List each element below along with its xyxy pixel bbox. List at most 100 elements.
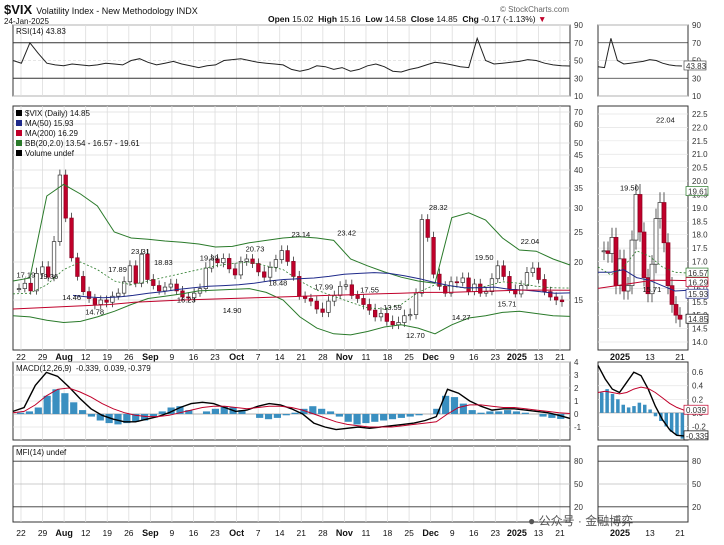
candle-body	[320, 308, 325, 313]
zoom-x-tick-label: 21	[675, 528, 685, 538]
x-tick-label: 12	[81, 352, 91, 362]
zoom-x-tick-label: 2025	[610, 352, 630, 362]
x-tick-label: Sep	[142, 352, 159, 362]
candle-body	[478, 283, 483, 294]
macd-y-tick: 0	[574, 410, 579, 419]
x-tick-label: 9	[450, 352, 455, 362]
x-tick-label: 2025	[507, 528, 527, 538]
candle-body	[244, 258, 249, 262]
candle-body	[40, 266, 45, 274]
candle-body	[361, 298, 366, 305]
zoom-price-y-tick: 21.0	[692, 150, 708, 159]
macd-histogram-bar	[415, 414, 423, 416]
zoom-candle-body	[661, 202, 667, 244]
macd-histogram-bar	[132, 414, 140, 422]
high-value: 15.16	[339, 14, 361, 24]
zoom-macd-histogram-bar	[648, 409, 652, 413]
price-annotation: 16.23	[177, 296, 196, 305]
footer-watermark: ● 公众号 · 金融博弈	[528, 514, 634, 528]
x-tick-label: 7	[256, 528, 261, 538]
x-tick-label: 21	[297, 528, 307, 538]
zoom-candle-body	[609, 237, 615, 254]
macd-histogram-bar	[114, 414, 122, 425]
candle-body	[46, 266, 51, 278]
candle-body	[355, 295, 360, 299]
legend-swatch	[16, 110, 22, 116]
zoom-price-y-tick: 22.0	[692, 123, 708, 132]
macd-histogram-bar	[442, 395, 450, 414]
macd-histogram-bar	[380, 414, 388, 421]
zoom-candle-body	[601, 250, 607, 253]
candle-body	[256, 263, 261, 273]
macd-histogram-bar	[477, 412, 485, 414]
x-tick-label: 22	[16, 528, 26, 538]
candle-body	[554, 296, 559, 301]
macd-y-tick: 4	[574, 358, 579, 367]
price-annotation: 28.32	[429, 203, 448, 212]
candle-body	[559, 299, 565, 303]
candle-body	[483, 291, 489, 294]
macd-histogram-bar	[371, 414, 379, 422]
x-tick-label: 22	[16, 352, 26, 362]
x-tick-label: 7	[256, 352, 261, 362]
macd-y-tick: -1	[574, 423, 582, 432]
zoom-macd-y-tick: 0.4	[692, 382, 704, 391]
macd-signal-value: 0.039,	[104, 364, 126, 373]
mfi-y-tick: 80	[574, 457, 583, 466]
macd-histogram-bar	[273, 414, 281, 418]
zoom-x-tick-label: 21	[675, 352, 685, 362]
chart-title: $VIX Volatility Index - New Methodology I…	[4, 2, 198, 17]
price-legend-item: Volume undef	[25, 149, 75, 158]
x-tick-label: 14	[275, 352, 285, 362]
macd-histogram-bar	[52, 389, 60, 414]
candle-body	[378, 313, 384, 318]
macd-histogram-bar	[486, 411, 494, 414]
macd-histogram-bar	[43, 395, 51, 414]
candle-body	[431, 237, 436, 275]
panel-frame	[12, 105, 571, 351]
chg-value: -0.17 (-1.13%)	[481, 14, 536, 24]
zoom-rsi-y-tick: 30	[692, 74, 701, 83]
candle-body	[367, 304, 372, 311]
candle-body	[454, 281, 460, 284]
price-legend-item: BB(20,2.0) 13.54 - 16.57 - 19.61	[25, 139, 140, 148]
x-tick-label: 9	[450, 528, 455, 538]
macd-histogram-bar	[176, 406, 184, 414]
price-y-tick: 70	[574, 108, 583, 117]
macd-hist-value: -0.379	[128, 364, 151, 373]
zoom-macd-histogram-bar	[621, 404, 625, 413]
candle-body	[145, 253, 150, 280]
x-tick-label: 16	[189, 352, 199, 362]
zoom-candle-body	[665, 242, 671, 287]
zoom-macd-y-tick: 0.2	[692, 395, 704, 404]
rsi-y-tick: 50	[574, 57, 583, 66]
price-annotation: 17.89	[108, 265, 127, 274]
candle-body	[22, 282, 27, 289]
macd-y-tick: 3	[574, 371, 579, 380]
zoom-panel-frame	[597, 361, 689, 441]
candle-body	[34, 273, 39, 292]
x-tick-label: Dec	[422, 528, 439, 538]
zoom-price-annotation: 19.50	[620, 183, 639, 192]
zoom-candle-body	[625, 285, 631, 292]
macd-histogram-bar	[149, 414, 158, 417]
zoom-candle-body	[673, 304, 679, 316]
zoom-rsi-y-tick: 10	[692, 92, 701, 101]
price-annotation: 12.70	[406, 331, 425, 340]
x-tick-label: 13	[534, 528, 544, 538]
zoom-candle-body	[669, 285, 675, 305]
candle-body	[273, 259, 279, 268]
zoom-price-y-tick: 15.5	[692, 298, 708, 307]
macd-histogram-bar	[238, 410, 246, 414]
candle-body	[408, 314, 413, 317]
x-tick-label: 12	[81, 528, 91, 538]
candle-body	[396, 322, 401, 326]
zoom-price-y-tick: 22.5	[692, 110, 708, 119]
macd-histogram-bar	[87, 414, 96, 417]
candle-body	[238, 261, 243, 276]
zoom-macd-histogram-bar	[600, 392, 604, 413]
macd-histogram-bar	[264, 414, 273, 420]
x-tick-label: Oct	[229, 528, 244, 538]
x-tick-label: 21	[555, 352, 565, 362]
candle-body	[92, 298, 98, 305]
